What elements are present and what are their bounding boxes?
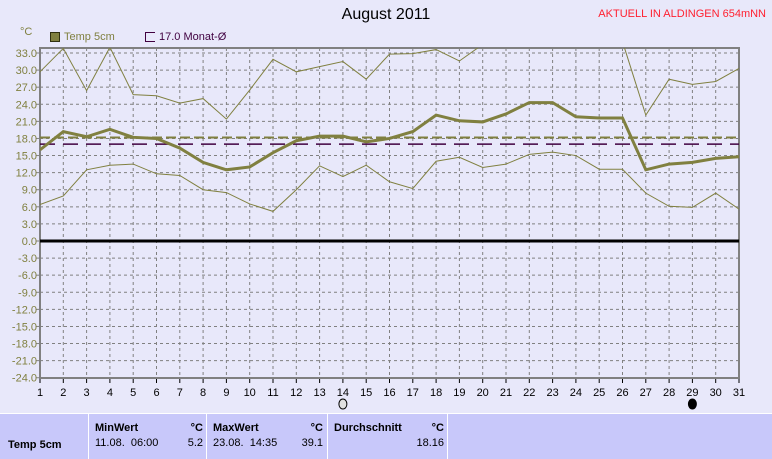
station-label: AKTUELL IN ALDINGEN 654mNN [598, 8, 766, 20]
avg-label: Durchschnitt [334, 422, 402, 434]
x-tick-label: 31 [733, 387, 745, 399]
series-mean-line [40, 101, 739, 172]
y-tick-label: 21.0 [16, 116, 37, 128]
y-tick-label: -6.0 [18, 270, 37, 282]
x-tick-label: 17 [407, 387, 419, 399]
avg-cell: Durchschnitt °C 18.16 [327, 414, 448, 459]
x-tick-label: 28 [663, 387, 675, 399]
max-cell: MaxWert °C 23.08. 14:35 39.1 [206, 414, 327, 459]
x-tick-label: 4 [107, 387, 113, 399]
y-tick-label: -3.0 [18, 253, 37, 265]
y-tick-label: 3.0 [22, 219, 37, 231]
avg-unit: °C [431, 422, 444, 434]
x-tick-label: 21 [500, 387, 512, 399]
plot-border [39, 47, 740, 379]
chart-plot: 33.030.027.024.021.018.015.012.09.06.03.… [12, 47, 745, 410]
y-tick-label: 15.0 [16, 151, 37, 163]
x-tick-label: 20 [477, 387, 489, 399]
x-tick-label: 2 [60, 387, 66, 399]
x-tick-label: 29 [686, 387, 698, 399]
chart-title: August 2011 [341, 6, 431, 23]
full-moon-icon [338, 398, 348, 410]
x-tick-label: 19 [453, 387, 465, 399]
x-tick-label: 26 [616, 387, 628, 399]
x-tick-label: 25 [593, 387, 605, 399]
min-label: MinWert [95, 422, 139, 434]
x-tick-label: 10 [244, 387, 256, 399]
empty-cell [447, 414, 772, 459]
legend-temp-5cm: Temp 5cm [50, 31, 115, 43]
x-tick-label: 9 [223, 387, 229, 399]
legend-swatch [50, 32, 60, 42]
y-tick-label: 33.0 [16, 48, 37, 60]
avg-value: 18.16 [416, 437, 444, 449]
y-tick-label: -21.0 [12, 356, 37, 368]
y-tick-label: -9.0 [18, 287, 37, 299]
series-max-line [40, 48, 739, 120]
min-time: 11.08. 06:00 [95, 437, 159, 449]
y-tick-label: 18.0 [16, 133, 37, 145]
legend-label: 17.0 Monat-Ø [159, 31, 227, 43]
legend-swatch [145, 32, 155, 42]
x-tick-label: 16 [383, 387, 395, 399]
x-tick-label: 27 [640, 387, 652, 399]
y-tick-label: 27.0 [16, 82, 37, 94]
x-tick-label: 30 [710, 387, 722, 399]
x-tick-label: 5 [130, 387, 136, 399]
max-label: MaxWert [213, 422, 259, 434]
y-tick-label: -24.0 [12, 373, 37, 385]
x-tick-label: 6 [153, 387, 159, 399]
x-tick-label: 13 [313, 387, 325, 399]
x-tick-label: 23 [546, 387, 558, 399]
x-tick-label: 15 [360, 387, 372, 399]
y-tick-label: 12.0 [16, 168, 37, 180]
min-unit: °C [190, 422, 203, 434]
x-tick-label: 12 [290, 387, 302, 399]
min-value: 5.2 [187, 437, 203, 449]
series-min-line [40, 151, 739, 212]
max-time: 23.08. 14:35 [213, 437, 278, 449]
x-tick-label: 3 [84, 387, 90, 399]
legend-monthly-average: 17.0 Monat-Ø [145, 31, 226, 43]
y-tick-label: 0.0 [22, 236, 37, 248]
row-label-cell: Temp 5cm [0, 414, 88, 459]
legend-label: Temp 5cm [64, 31, 115, 43]
y-tick-label: 24.0 [16, 99, 37, 111]
y-tick-label: -18.0 [12, 339, 37, 351]
x-tick-label: 14 [337, 387, 349, 399]
row-label: Temp 5cm [8, 439, 62, 451]
min-cell: MinWert °C 11.08. 06:00 5.2 [88, 414, 207, 459]
y-axis-unit: °C [20, 26, 33, 38]
x-tick-label: 24 [570, 387, 582, 399]
max-unit: °C [310, 422, 323, 434]
x-tick-label: 8 [200, 387, 206, 399]
stats-table: Temp 5cm MinWert °C 11.08. 06:00 5.2 Max… [0, 413, 772, 459]
x-tick-label: 22 [523, 387, 535, 399]
y-tick-label: -15.0 [12, 321, 37, 333]
y-tick-label: 6.0 [22, 202, 37, 214]
x-tick-label: 7 [177, 387, 183, 399]
max-value: 39.1 [301, 437, 323, 449]
y-tick-label: -12.0 [12, 304, 37, 316]
x-tick-label: 11 [267, 387, 278, 399]
new-moon-icon [687, 398, 697, 410]
y-tick-label: 9.0 [22, 185, 37, 197]
x-tick-label: 1 [37, 387, 43, 399]
y-tick-label: 30.0 [16, 65, 37, 77]
x-tick-label: 18 [430, 387, 442, 399]
